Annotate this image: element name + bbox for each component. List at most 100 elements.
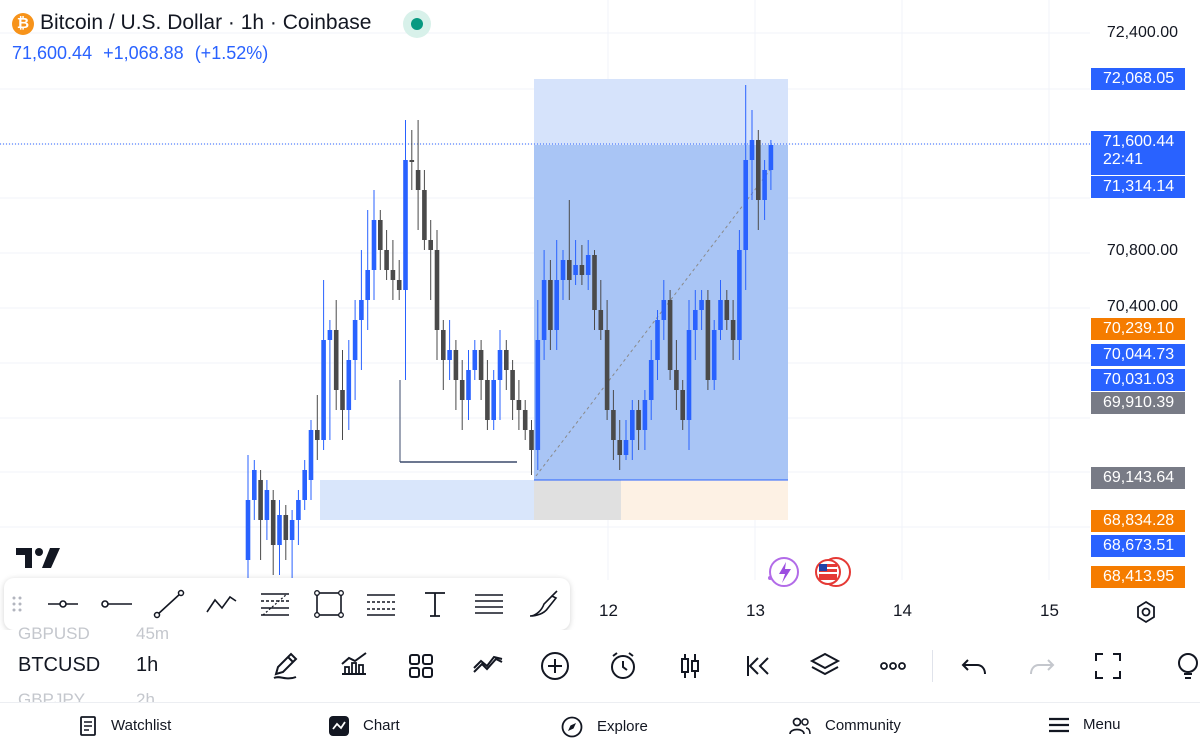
candle-body — [579, 265, 585, 275]
time-label: 12 — [599, 601, 618, 620]
bottom-navigation: Watchlist Chart Explore Community Menu — [0, 702, 1200, 751]
chart-area[interactable]: ₿ Bitcoin / U.S. Dollar · 1h · Coinbase … — [0, 0, 1200, 630]
candle-style-icon[interactable] — [672, 648, 708, 684]
text-icon[interactable] — [418, 588, 452, 620]
drawing-toolbar[interactable] — [4, 578, 570, 630]
candle-body — [491, 380, 496, 420]
prev-symbol[interactable]: GBPUSD — [18, 624, 90, 643]
nav-menu[interactable]: Menu — [1049, 716, 1121, 733]
time-label: 15 — [1040, 601, 1059, 620]
time-label: 14 — [893, 601, 912, 620]
layers-icon[interactable] — [807, 648, 843, 684]
candle-body — [415, 170, 421, 190]
horizontal-line-icon[interactable] — [46, 588, 80, 620]
rectangle-icon[interactable] — [312, 588, 346, 620]
redo-icon[interactable] — [1024, 648, 1060, 684]
layout-grid-icon[interactable] — [403, 648, 439, 684]
compare-icon[interactable] — [470, 648, 506, 684]
fib-channel-icon[interactable] — [364, 588, 398, 620]
zigzag-icon[interactable] — [204, 588, 238, 620]
nav-community[interactable]: Community — [789, 716, 901, 736]
time-label: 13 — [746, 601, 765, 620]
symbol-title[interactable]: Bitcoin / U.S. Dollar · 1h · Coinbase — [40, 11, 372, 34]
candle-body — [768, 145, 774, 170]
candle-body — [270, 500, 276, 545]
watchlist-icon — [80, 716, 96, 736]
event-icons — [768, 557, 851, 587]
nav-community-label: Community — [825, 716, 901, 734]
bar-countdown: 22:41 — [1103, 151, 1144, 168]
prev-timeframe[interactable]: 45m — [136, 624, 170, 643]
candle-body — [516, 400, 522, 410]
candle-body — [535, 340, 541, 450]
candle-body — [636, 410, 641, 430]
idea-icon[interactable] — [1170, 648, 1200, 684]
candle-body — [743, 160, 748, 250]
candle-body — [264, 490, 270, 520]
candle-body — [258, 480, 263, 520]
alert-clock-icon[interactable] — [605, 648, 641, 684]
price-change-percent: (+1.52%) — [194, 43, 269, 63]
price-tag: 70,239.10 — [1091, 318, 1185, 340]
add-icon[interactable] — [537, 648, 573, 684]
candle-body — [365, 270, 370, 300]
nav-explore[interactable]: Explore — [561, 716, 648, 738]
candle-body — [396, 280, 402, 290]
candle-body — [447, 350, 452, 360]
symbol-selector[interactable]: BTCUSD — [18, 654, 101, 676]
candle-body — [686, 330, 692, 420]
candle-body — [371, 220, 377, 270]
horizontal-ray-icon[interactable] — [100, 588, 134, 620]
drawing-pencil-icon[interactable] — [268, 648, 304, 684]
candle-body — [378, 220, 383, 250]
fullscreen-icon[interactable] — [1090, 648, 1126, 684]
candle-body — [560, 260, 566, 280]
candle-body — [302, 470, 307, 500]
price-tag: 70,031.03 — [1091, 369, 1185, 391]
market-open-icon[interactable] — [403, 10, 431, 38]
nav-chart[interactable]: Chart — [329, 716, 400, 736]
undo-icon[interactable] — [956, 648, 992, 684]
drag-handle-icon[interactable] — [8, 588, 28, 620]
price-summary: 71,600.44 +1,068.88 (+1.52%) — [12, 43, 274, 64]
nav-explore-label: Explore — [597, 717, 648, 735]
more-icon[interactable] — [875, 648, 911, 684]
candle-body — [277, 515, 282, 545]
candle-body — [409, 160, 415, 162]
candle-body — [718, 300, 723, 330]
tradingview-logo — [16, 548, 60, 568]
chart-action-bar — [0, 630, 1200, 702]
candle-body — [283, 515, 289, 540]
candle-body — [680, 390, 685, 420]
candle-body — [762, 170, 767, 200]
candle-body — [592, 255, 597, 310]
candle-body — [245, 500, 251, 560]
price-chart[interactable] — [0, 0, 1200, 630]
next-symbol[interactable]: GBPJPY — [18, 690, 86, 702]
candle-body — [655, 320, 660, 360]
candle-body — [466, 370, 471, 400]
trend-line-icon[interactable] — [152, 588, 186, 620]
candle-body — [510, 370, 515, 400]
candle-body — [308, 430, 314, 480]
candle-body — [428, 240, 433, 250]
replay-icon[interactable] — [740, 648, 776, 684]
brush-icon[interactable] — [526, 588, 560, 620]
next-timeframe[interactable]: 2h — [136, 690, 155, 702]
price-tag: 69,143.64 — [1091, 467, 1185, 489]
fib-retracement-icon[interactable] — [258, 588, 292, 620]
timeframe-selector[interactable]: 1h — [136, 654, 159, 676]
compass-icon — [561, 716, 583, 738]
candle-body — [617, 440, 622, 455]
price-change: +1,068.88 — [103, 43, 184, 63]
candle-body — [642, 400, 648, 430]
nav-watchlist[interactable]: Watchlist — [79, 716, 171, 736]
candle-body — [661, 300, 667, 320]
candle-body — [567, 260, 572, 280]
candle-body — [730, 320, 736, 340]
indicators-icon[interactable] — [336, 648, 372, 684]
chart-settings-icon[interactable] — [1134, 600, 1158, 624]
candle-body — [359, 300, 364, 320]
parallel-channel-icon[interactable] — [472, 588, 506, 620]
candle-body — [315, 430, 320, 440]
